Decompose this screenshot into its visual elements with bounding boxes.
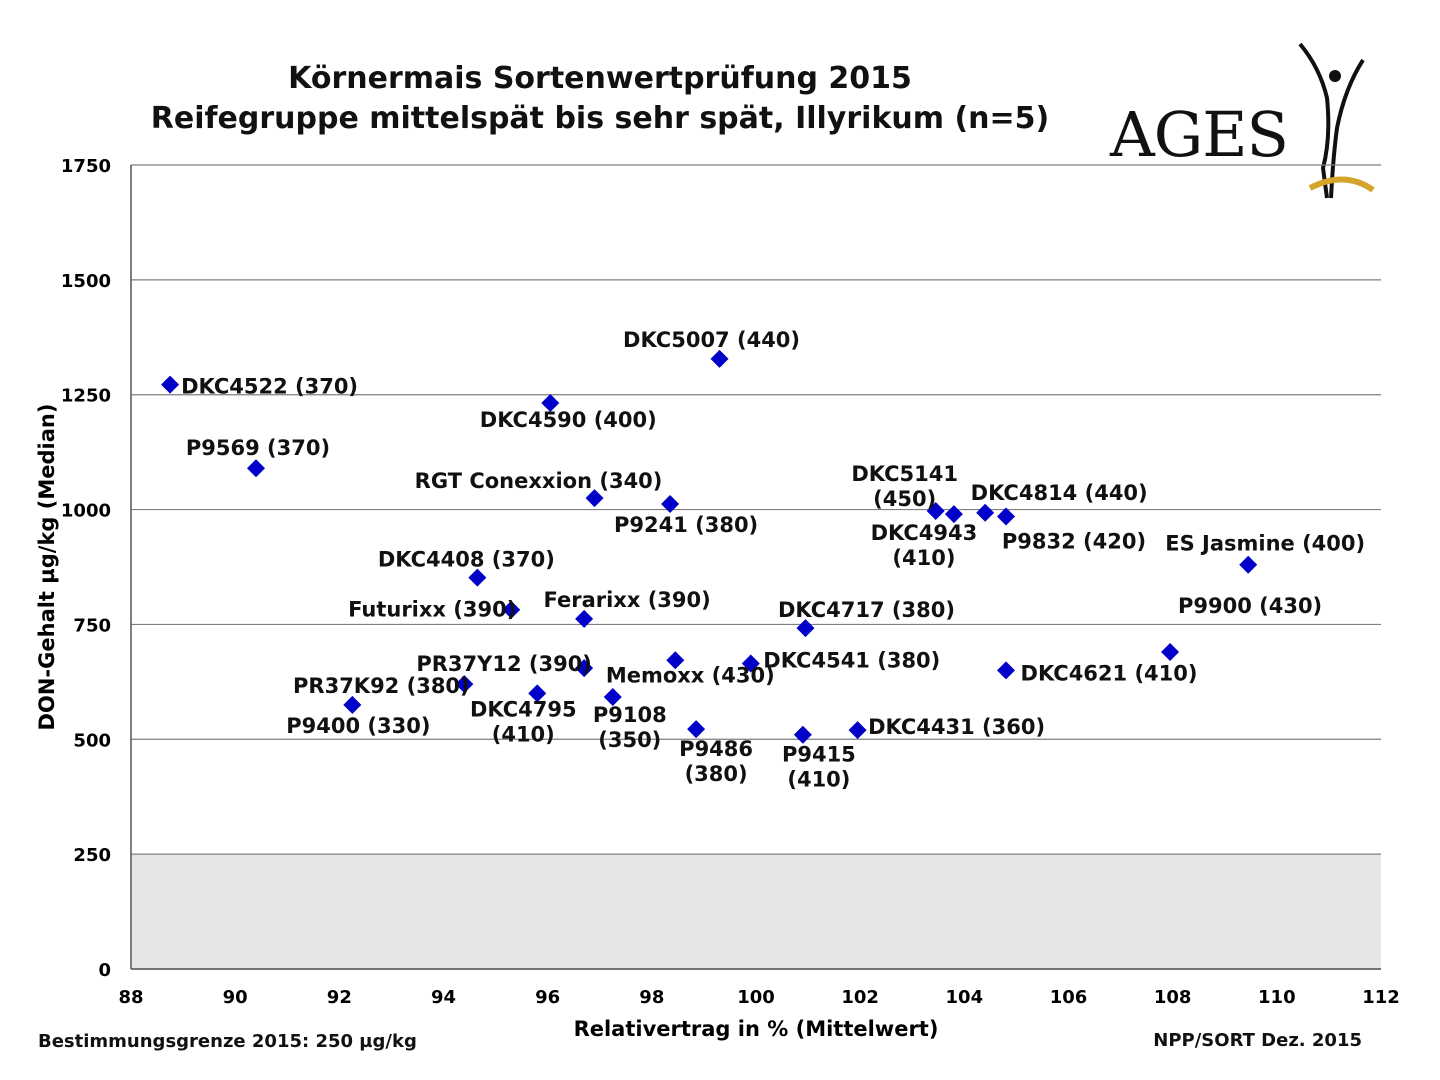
- x-tick-label: 112: [1362, 987, 1400, 1008]
- y-tick-label: 250: [73, 845, 111, 866]
- y-tick-label: 1000: [61, 501, 111, 522]
- point-label-dkc4717: DKC4717 (380): [778, 598, 955, 622]
- x-tick-label: 98: [639, 987, 664, 1008]
- x-tick-label: 108: [1154, 987, 1192, 1008]
- point-dkc4943: [944, 505, 963, 524]
- point-dkc5141: [926, 501, 945, 520]
- point-dkc4522: [161, 375, 180, 394]
- point-p9486: [687, 720, 706, 739]
- x-tick-label: 106: [1050, 987, 1088, 1008]
- point-p9832: [997, 507, 1015, 526]
- y-tick-label: 1750: [61, 156, 111, 177]
- point-label-dkc4541: DKC4541 (380): [763, 648, 940, 672]
- point-dkc5007: [710, 349, 729, 368]
- point-label-p9486: P9486 (380): [679, 737, 753, 786]
- point-label-dkc4621: DKC4621 (410): [1021, 661, 1198, 685]
- point-dkc4541: [741, 654, 760, 673]
- x-tick-label: 110: [1258, 987, 1296, 1008]
- source-note: NPP/SORT Dez. 2015: [1153, 1030, 1362, 1051]
- x-tick-label: 88: [118, 987, 143, 1008]
- point-label-p9400: P9400 (330): [286, 714, 430, 738]
- y-tick-label: 1500: [61, 271, 111, 292]
- logo-figure-icon: [1298, 42, 1375, 199]
- x-tick-label: 104: [946, 987, 984, 1008]
- point-label-pr37k92: PR37K92 (380): [293, 674, 470, 698]
- point-p9400: [343, 695, 362, 714]
- point-rgt: [585, 489, 604, 508]
- chart-subtitle: Reifegruppe mittelspät bis sehr spät, Il…: [150, 101, 1050, 136]
- detection-limit-shade: [131, 854, 1381, 969]
- point-label-p9569: P9569 (370): [186, 436, 330, 460]
- point-es: [1239, 555, 1258, 574]
- point-label-dkc4522: DKC4522 (370): [181, 375, 358, 399]
- point-dkc4590: [541, 393, 560, 412]
- point-label-dkc4795: DKC4795 (410): [470, 697, 577, 746]
- point-label-p9832: P9832 (420): [1002, 529, 1146, 553]
- ages-logo: AGES: [1105, 38, 1395, 208]
- point-p9108: [603, 688, 622, 707]
- point-label-p9900: P9900 (430): [1178, 594, 1322, 618]
- point-dkc4717: [796, 619, 815, 638]
- x-tick-label: 90: [223, 987, 248, 1008]
- x-tick-label: 94: [431, 987, 456, 1008]
- point-label-pr37y12: PR37Y12 (390): [416, 652, 592, 676]
- point-label-dkc4814: DKC4814 (440): [971, 481, 1148, 505]
- point-label-ferarixx: Ferarixx (390): [543, 588, 710, 612]
- y-tick-label: 1250: [61, 386, 111, 407]
- detection-limit-note: Bestimmungsgrenze 2015: 250 µg/kg: [38, 1031, 417, 1052]
- x-tick-label: 96: [535, 987, 560, 1008]
- x-tick-label: 102: [841, 987, 879, 1008]
- x-tick-label: 100: [737, 987, 775, 1008]
- point-label-p9241: P9241 (380): [614, 513, 758, 537]
- point-label-dkc4943: DKC4943 (410): [871, 521, 978, 570]
- point-label-dkc5007: DKC5007 (440): [623, 328, 800, 352]
- point-p9415: [793, 725, 812, 744]
- point-label-futurixx: Futurixx (390): [348, 598, 516, 622]
- point-label-dkc4590: DKC4590 (400): [480, 408, 657, 432]
- point-ferarixx: [575, 609, 594, 628]
- y-tick-label: 0: [98, 960, 111, 981]
- point-pr37y12: [575, 659, 594, 678]
- y-tick-label: 500: [73, 730, 111, 751]
- chart-title: Körnermais Sortenwertprüfung 2015: [288, 61, 912, 96]
- x-tick-label: 92: [327, 987, 352, 1008]
- point-p9241: [661, 495, 680, 514]
- point-label-p9108: P9108 (350): [593, 703, 667, 752]
- point-pr37k92: [455, 675, 474, 694]
- point-p9569: [247, 459, 265, 478]
- point-memoxx: [666, 651, 685, 670]
- point-label-es: ES Jasmine (400): [1165, 532, 1365, 556]
- point-label-rgt: RGT Conexxion (340): [415, 469, 663, 493]
- point-dkc4795: [528, 684, 547, 703]
- point-label-dkc4408: DKC4408 (370): [378, 548, 555, 572]
- x-axis-label: Relativertrag in % (Mittelwert): [574, 1017, 939, 1041]
- point-label-memoxx: Memoxx (430): [606, 663, 775, 687]
- point-futurixx: [502, 600, 521, 619]
- point-dkc4431: [848, 721, 867, 740]
- point-label-dkc5141: DKC5141 (450): [851, 462, 958, 511]
- point-label-p9415: P9415 (410): [782, 743, 856, 792]
- point-p9900: [1161, 642, 1180, 661]
- logo-text: AGES: [1110, 98, 1289, 171]
- point-label-dkc4431: DKC4431 (360): [868, 715, 1045, 739]
- y-tick-label: 750: [73, 615, 111, 636]
- point-dkc4621: [997, 661, 1015, 680]
- y-axis-label: DON-Gehalt µg/kg (Median): [35, 404, 59, 731]
- point-dkc4814: [976, 503, 995, 522]
- point-dkc4408: [468, 568, 487, 587]
